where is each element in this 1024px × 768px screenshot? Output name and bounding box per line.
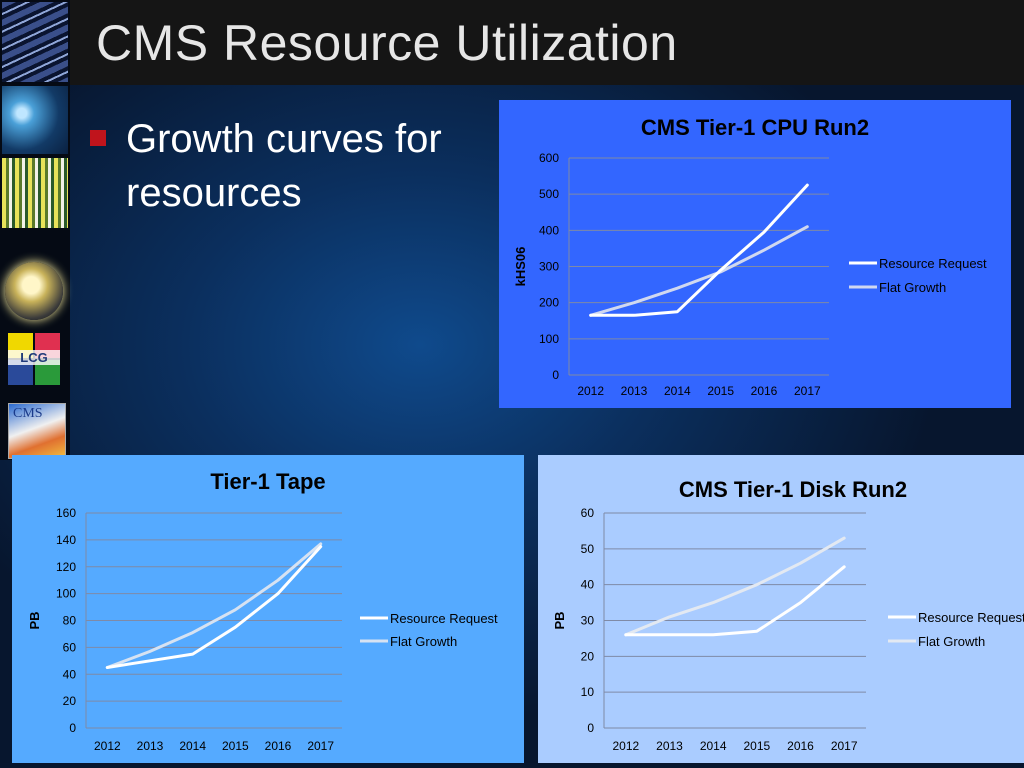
cpu-x-tick-label: 2016 <box>751 384 778 398</box>
disk-series-line-flat-growth <box>624 536 846 637</box>
tape-series-line-flat-growth <box>105 542 323 669</box>
lcg-logo-text: LCG <box>8 350 60 365</box>
disk-y-tick-label: 40 <box>581 578 595 592</box>
disk-legend-label: Flat Growth <box>918 634 985 649</box>
disk-panel-background <box>538 455 1024 763</box>
tape-x-tick-label: 2014 <box>179 739 206 753</box>
tape-y-tick-label: 0 <box>69 721 76 735</box>
disk-y-tick-label: 20 <box>581 649 595 663</box>
cpu-y-tick-label: 200 <box>539 296 559 310</box>
cpu-x-tick-label: 2015 <box>707 384 734 398</box>
slide-title: CMS Resource Utilization <box>96 15 678 71</box>
tape-panel-background <box>12 455 524 763</box>
lcg-logo: LCG <box>8 333 60 385</box>
disk-x-tick-label: 2015 <box>743 739 770 753</box>
tape-y-tick-label: 80 <box>63 614 77 628</box>
network-cables-image <box>2 86 68 154</box>
tape-x-tick-label: 2013 <box>137 739 164 753</box>
tape-y-tick-label: 60 <box>63 640 77 654</box>
cpu-x-tick-label: 2014 <box>664 384 691 398</box>
disk-chart-title: CMS Tier-1 Disk Run2 <box>679 477 907 502</box>
tape-x-tick-label: 2016 <box>265 739 292 753</box>
cpu-chart: CMS Tier-1 CPU Run2 0 100 200 300 400 500 600 20… <box>499 100 1011 408</box>
title-bar <box>70 0 1024 85</box>
tape-x-tick-label: 2017 <box>307 739 334 753</box>
fiber-cables-image <box>2 158 68 228</box>
disk-y-tick-label: 10 <box>581 685 595 699</box>
disk-legend-label: Resource Request <box>918 610 1024 625</box>
disk-chart: CMS Tier-1 Disk Run2 0 10 20 30 40 50 60 2012 201… <box>538 455 1024 763</box>
cpu-x-tick-label: 2012 <box>577 384 604 398</box>
disk-x-tick-label: 2014 <box>700 739 727 753</box>
tape-series-line-resource-request <box>105 545 323 669</box>
disk-series-line-resource-request <box>624 565 846 637</box>
image-strip: LCG CMS <box>0 0 70 460</box>
tape-x-tick-label: 2012 <box>94 739 121 753</box>
disk-y-tick-label: 60 <box>581 506 595 520</box>
cpu-y-tick-label: 600 <box>539 151 559 165</box>
tape-x-tick-label: 2015 <box>222 739 249 753</box>
cpu-y-axis-label: kHS06 <box>513 247 528 287</box>
cpu-x-tick-label: 2013 <box>621 384 648 398</box>
disk-x-tick-label: 2012 <box>612 739 639 753</box>
disk-y-axis-label: PB <box>552 611 567 629</box>
cms-logo-text: CMS <box>13 406 43 421</box>
tape-legend-label: Resource Request <box>390 611 498 626</box>
tape-y-axis-label: PB <box>27 611 42 629</box>
tape-y-tick-label: 40 <box>63 667 77 681</box>
tape-chart: Tier-1 Tape 0 20 40 60 80 100 120 140 160 2012 2013… <box>12 455 524 763</box>
tape-legend-label: Flat Growth <box>390 634 457 649</box>
tape-y-tick-label: 20 <box>63 694 77 708</box>
tape-y-tick-label: 100 <box>56 587 76 601</box>
tape-chart-title: Tier-1 Tape <box>210 469 325 494</box>
tape-y-tick-label: 120 <box>56 560 76 574</box>
cpu-series-line-flat-growth <box>589 225 809 317</box>
cms-logo: CMS <box>8 403 66 459</box>
disk-y-tick-label: 0 <box>587 721 594 735</box>
bullet-marker <box>90 130 106 146</box>
cpu-legend-label: Flat Growth <box>879 280 946 295</box>
cpu-y-tick-label: 0 <box>552 368 559 382</box>
disk-x-tick-label: 2016 <box>787 739 814 753</box>
cpu-chart-title: CMS Tier-1 CPU Run2 <box>641 115 869 140</box>
tape-y-tick-label: 140 <box>56 533 76 547</box>
cpu-series-line-resource-request <box>589 183 809 317</box>
cpu-y-tick-label: 400 <box>539 223 559 237</box>
cpu-y-tick-label: 100 <box>539 332 559 346</box>
disk-x-tick-label: 2013 <box>656 739 683 753</box>
disk-y-tick-label: 50 <box>581 542 595 556</box>
server-rack-image <box>2 2 68 82</box>
cpu-y-tick-label: 500 <box>539 187 559 201</box>
tape-y-tick-label: 160 <box>56 506 76 520</box>
cpu-legend-label: Resource Request <box>879 256 987 271</box>
bullet-text: Growth curves for resources <box>126 117 442 215</box>
globe-image <box>5 262 63 320</box>
cpu-x-tick-label: 2017 <box>794 384 821 398</box>
cpu-y-tick-label: 300 <box>539 260 559 274</box>
disk-y-tick-label: 30 <box>581 614 595 628</box>
disk-x-tick-label: 2017 <box>831 739 858 753</box>
